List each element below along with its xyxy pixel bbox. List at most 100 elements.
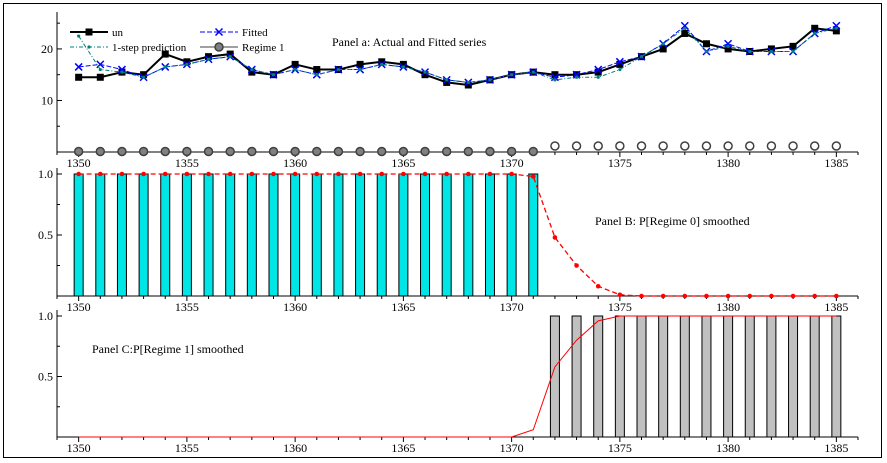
legend-marker xyxy=(214,42,224,52)
bar xyxy=(679,315,690,438)
panel-title: Panel a: Actual and Fitted series xyxy=(332,35,487,49)
series-point-un xyxy=(399,60,407,68)
regime-marker xyxy=(312,146,322,157)
smoothed-point xyxy=(552,235,558,240)
smoothed-point xyxy=(292,171,298,177)
regime-marker xyxy=(290,146,300,157)
legend-marker xyxy=(214,27,224,37)
legend-label: Regime 1 xyxy=(242,42,284,54)
y-tick-label: 1.0 xyxy=(38,309,53,323)
series-point-un xyxy=(75,73,83,81)
panel-3: 1350 1355 1360 1365 1370 1375 1380 1385 0.5 1.0 Pa… xyxy=(38,309,859,455)
regime-marker xyxy=(268,146,279,157)
series-point-prediction xyxy=(98,67,102,72)
series-point-prediction xyxy=(401,65,405,69)
regime-marker xyxy=(225,146,235,157)
smoothed-point xyxy=(487,171,493,177)
regime-marker xyxy=(550,141,560,151)
bar xyxy=(376,173,387,297)
bar xyxy=(290,173,301,297)
regime-marker xyxy=(73,146,84,157)
regime-marker xyxy=(528,146,539,157)
series-point-prediction xyxy=(336,67,341,72)
series-point-fitted xyxy=(594,65,603,74)
x-tick-label: 1370 xyxy=(500,300,524,314)
bar xyxy=(116,173,127,297)
series-point-prediction xyxy=(553,78,557,82)
regime-marker xyxy=(355,146,365,157)
x-tick-label: 1380 xyxy=(716,300,740,314)
x-tick-label: 1360 xyxy=(283,300,307,314)
bar xyxy=(809,315,820,438)
series-point-prediction xyxy=(574,75,579,79)
regime-marker xyxy=(182,146,192,157)
x-tick-label: 1355 xyxy=(175,300,199,314)
x-tick-label: 1350 xyxy=(67,441,91,455)
series-point-un xyxy=(767,45,775,53)
bar xyxy=(636,315,647,438)
x-tick-label: 1385 xyxy=(824,300,848,314)
smoothed-point xyxy=(444,171,449,177)
y-tick-label: 0.5 xyxy=(38,370,53,384)
bar xyxy=(831,315,842,438)
bar xyxy=(203,173,214,297)
y-tick-label: 0.5 xyxy=(38,228,53,242)
series-point-fitted xyxy=(615,57,624,66)
series-point-un xyxy=(183,58,191,66)
panel-2: 1350 1355 1360 1365 1370 1375 1380 1385 0.5 1.0 Pa… xyxy=(38,167,859,314)
x-tick-label: 1370 xyxy=(500,156,524,170)
smoothed-line xyxy=(78,315,837,438)
smoothed-point xyxy=(574,263,579,268)
regime-marker xyxy=(571,141,582,151)
panel-1: 1350 1355 1360 1365 1370 1375 1380 1385 10 20 Pane… xyxy=(41,12,859,170)
y-tick-label: 10 xyxy=(41,93,53,107)
bar xyxy=(355,173,366,297)
x-tick-label: 1360 xyxy=(283,156,307,170)
smoothed-point xyxy=(639,293,644,299)
smoothed-point xyxy=(314,171,320,177)
bar xyxy=(549,315,560,438)
y-tick-label: 20 xyxy=(41,42,53,56)
smoothed-point xyxy=(422,171,428,177)
series-point-prediction xyxy=(466,80,470,85)
series-line-un xyxy=(78,27,837,87)
smoothed-point xyxy=(119,171,125,177)
bar xyxy=(246,173,257,297)
regime-marker xyxy=(680,141,690,151)
smoothed-point xyxy=(790,293,796,299)
series-point-prediction xyxy=(163,65,167,69)
series-point-un xyxy=(724,45,732,53)
series-point-un xyxy=(96,73,104,81)
series-point-prediction xyxy=(618,67,622,72)
regime-marker xyxy=(788,141,798,151)
series-point-prediction xyxy=(358,67,362,72)
smoothed-point xyxy=(660,293,666,299)
bar xyxy=(593,315,604,438)
series-point-prediction xyxy=(228,55,232,59)
bar xyxy=(398,173,409,297)
series-point-prediction xyxy=(271,73,276,77)
smoothed-point xyxy=(530,174,536,179)
x-tick-label: 1355 xyxy=(175,441,199,455)
regime-marker xyxy=(485,146,495,157)
x-tick-label: 1380 xyxy=(716,441,740,455)
panel-title: Panel C:P[Regime 1] smoothed xyxy=(92,342,244,356)
regime-marker xyxy=(745,141,755,151)
x-tick-label: 1375 xyxy=(608,300,632,314)
smoothed-line xyxy=(78,173,837,297)
series-point-prediction xyxy=(120,70,124,74)
x-tick-label: 1370 xyxy=(500,441,524,455)
series-point-prediction xyxy=(315,73,319,77)
series-point-prediction xyxy=(423,70,427,74)
legend-marker xyxy=(85,28,93,36)
bar xyxy=(788,315,799,438)
series-point-prediction xyxy=(488,78,492,82)
series-point-prediction xyxy=(748,49,752,54)
smoothed-point xyxy=(206,171,211,177)
series-point-un xyxy=(205,53,213,61)
smoothed-point xyxy=(184,171,190,177)
series-point-prediction xyxy=(769,49,774,54)
series-point-un xyxy=(464,81,472,89)
series-point-prediction xyxy=(596,75,600,79)
x-tick-label: 1360 xyxy=(283,441,307,455)
